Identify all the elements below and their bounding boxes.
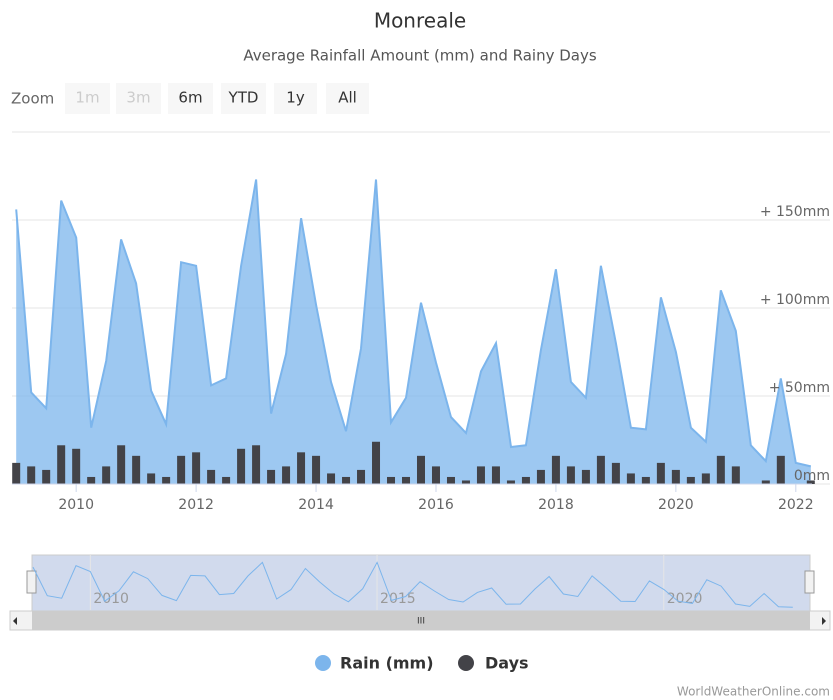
y-tick-label: + 100mm [760,292,830,308]
y-tick-label: 0mm [794,468,830,484]
legend-symbol[interactable] [315,655,331,671]
days-bar [312,455,321,484]
zoom-button[interactable] [326,83,369,114]
days-bar [521,476,530,484]
x-tick-label: 2018 [538,497,574,513]
days-bar [27,466,36,484]
days-bar [431,466,440,484]
days-bar [237,448,246,484]
days-bar [132,455,141,484]
days-bar [282,466,291,484]
days-bar [162,476,171,484]
chart-title: Monreale [374,9,466,33]
scrollbar-grip: III [417,617,425,627]
days-bar [671,469,680,484]
chart-subtitle: Average Rainfall Amount (mm) and Rainy D… [243,47,597,65]
days-bar [192,452,201,484]
days-bar [42,469,51,484]
days-bar [372,441,381,484]
nav-tick-label: 2010 [93,591,129,607]
x-tick-label: 2016 [418,497,454,513]
days-bar [461,480,470,484]
days-bar [626,473,635,484]
zoom-button[interactable] [168,83,213,114]
days-bar [476,466,485,484]
credit: WorldWeatherOnline.com [677,685,830,699]
x-tick-label: 2010 [58,497,94,513]
nav-line [32,561,793,608]
days-bar [87,476,96,484]
scroll-left[interactable] [13,617,17,625]
days-bar [12,462,21,484]
zoom-button-label: 1y [286,89,305,107]
zoom-button[interactable] [221,83,266,114]
days-bar [506,480,515,484]
scrollbar-thumb[interactable] [32,611,810,630]
days-bar [297,452,306,484]
legend-label[interactable]: Days [485,654,529,673]
zoom-button-label: 6m [178,89,202,107]
days-bar [536,469,545,484]
days-bar [761,480,770,484]
days-bar [566,466,575,484]
navigator: III 2010 2015 2020 [9,554,831,631]
days-bar [776,455,785,484]
days-bar [402,476,411,484]
days-bar [416,455,425,484]
y-tick-label: + 150mm [760,204,830,220]
days-bar [641,476,650,484]
days-bar [252,445,261,484]
days-bar [581,469,590,484]
nav-tick-label: 2020 [667,591,703,607]
days-bar [267,469,276,484]
days-bar [327,473,336,484]
zoom-button[interactable] [274,83,317,114]
zoom-button-label: 1m [75,89,99,107]
rain-line [15,179,812,468]
nav-handle-left[interactable] [26,570,37,594]
days-bar [387,476,396,484]
days-bar [731,466,740,484]
zoom-button[interactable] [116,83,161,114]
days-bar [342,476,351,484]
days-bar [117,445,126,484]
days-bar [207,469,216,484]
scroll-right[interactable] [822,617,826,625]
days-bar [686,476,695,484]
x-tick-label: 2020 [658,497,694,513]
y-tick-label: + 50mm [769,380,830,396]
days-bar [491,466,500,484]
x-tick-label: 2012 [178,497,214,513]
days-bar [716,455,725,484]
legend-label[interactable]: Rain (mm) [340,654,434,673]
x-tick-label: 2014 [298,497,334,513]
days-bar [596,455,605,484]
days-bar [72,448,81,484]
rain-area [16,179,811,484]
days-bar [357,469,366,484]
legend-symbol[interactable] [458,655,474,671]
days-bar [102,466,111,484]
days-bar [177,455,186,484]
days-bar [57,445,66,484]
days-bar [611,462,620,484]
days-bar [446,476,455,484]
days-bar [806,480,815,484]
days-bar [656,462,665,484]
days-bar [551,455,560,484]
days-bar [222,476,231,484]
zoom-button-label: 3m [126,89,150,107]
zoom-button-label: YTD [228,89,259,107]
days-bar [701,473,710,484]
days-bar [147,473,156,484]
zoom-label: Zoom [11,90,54,108]
zoom-button[interactable] [65,83,110,114]
nav-handle-right[interactable] [804,570,815,594]
zoom-button-label: All [338,89,357,107]
x-tick-label: 2022 [778,497,814,513]
